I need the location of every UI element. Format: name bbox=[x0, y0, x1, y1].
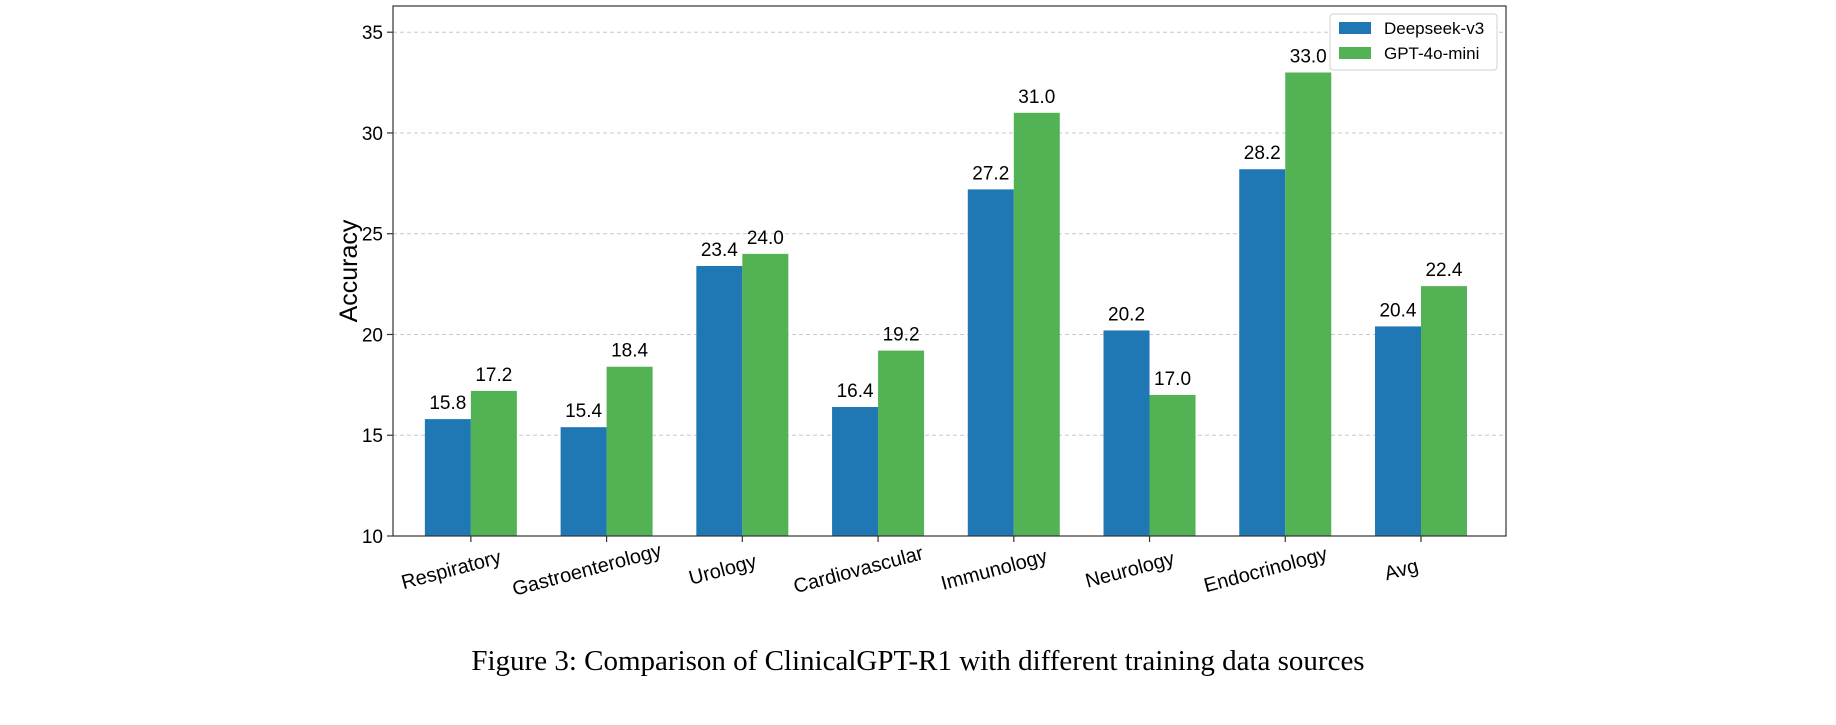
bar-gpt-4o-mini-neurology bbox=[1149, 394, 1196, 536]
x-tick-label-cardiovascular: Cardiovascular bbox=[791, 542, 926, 598]
plot-frame bbox=[392, 5, 1507, 537]
bar-gpt-4o-mini-endocrinology bbox=[1285, 72, 1332, 537]
value-label-gpt-4o-mini-endocrinology: 33.0 bbox=[1290, 47, 1327, 68]
legend: Deepseek-v3 GPT-4o-mini bbox=[1329, 13, 1498, 71]
value-label-gpt-4o-mini-gastroenterology: 18.4 bbox=[611, 341, 648, 362]
value-label-deepseek-v3-urology: 23.4 bbox=[701, 240, 738, 261]
x-tick-label-neurology: Neurology bbox=[1083, 548, 1177, 593]
bar-gpt-4o-mini-respiratory bbox=[470, 390, 517, 536]
bar-gpt-4o-mini-cardiovascular bbox=[878, 350, 925, 536]
y-tick-label-25: 25 bbox=[362, 225, 383, 246]
bar-gpt-4o-mini-immunology bbox=[1013, 112, 1060, 536]
value-label-deepseek-v3-respiratory: 15.8 bbox=[429, 393, 466, 414]
x-axis-ticks: Respiratory Gastroenterology Urology Cardio… bbox=[399, 536, 1422, 601]
legend-swatch-deepseek bbox=[1339, 22, 1371, 34]
bar-gpt-4o-mini-gastroenterology bbox=[606, 366, 653, 536]
bars bbox=[424, 72, 1467, 537]
x-tick-label-respiratory: Respiratory bbox=[399, 546, 503, 594]
y-tick-label-20: 20 bbox=[362, 325, 383, 346]
x-tick-label-immunology: Immunology bbox=[939, 545, 1050, 594]
bar-deepseek-v3-cardiovascular bbox=[832, 407, 879, 536]
legend-label-gpt4omini: GPT-4o-mini bbox=[1384, 44, 1479, 63]
bar-gpt-4o-mini-avg bbox=[1420, 286, 1467, 536]
x-tick-label-gastroenterology: Gastroenterology bbox=[510, 540, 664, 601]
y-tick-label-30: 30 bbox=[362, 124, 383, 145]
bar-deepseek-v3-gastroenterology bbox=[560, 427, 607, 536]
value-label-deepseek-v3-endocrinology: 28.2 bbox=[1244, 143, 1281, 164]
y-tick-label-35: 35 bbox=[362, 23, 383, 44]
x-tick-label-endocrinology: Endocrinology bbox=[1202, 543, 1330, 597]
x-tick-label-avg: Avg bbox=[1382, 555, 1421, 585]
y-axis-ticks: 10 15 20 25 30 35 bbox=[362, 23, 393, 548]
value-label-deepseek-v3-cardiovascular: 16.4 bbox=[837, 381, 874, 402]
legend-box bbox=[1329, 13, 1498, 71]
value-label-gpt-4o-mini-immunology: 31.0 bbox=[1018, 87, 1055, 108]
y-tick-label-15: 15 bbox=[362, 426, 383, 447]
bar-deepseek-v3-immunology bbox=[967, 189, 1014, 536]
value-labels: 15.8 17.2 15.4 18.4 23.4 24.0 16.4 19.2 27.2 31.0… bbox=[429, 47, 1463, 423]
y-axis-label: Accuracy bbox=[335, 219, 363, 322]
value-label-deepseek-v3-gastroenterology: 15.4 bbox=[565, 401, 602, 422]
value-label-gpt-4o-mini-respiratory: 17.2 bbox=[475, 365, 512, 386]
bar-deepseek-v3-neurology bbox=[1103, 330, 1150, 536]
value-label-deepseek-v3-immunology: 27.2 bbox=[972, 163, 1009, 184]
value-label-gpt-4o-mini-avg: 22.4 bbox=[1425, 260, 1462, 281]
bar-deepseek-v3-urology bbox=[696, 265, 743, 536]
value-label-deepseek-v3-avg: 20.4 bbox=[1379, 300, 1416, 321]
x-tick-label-urology: Urology bbox=[687, 551, 759, 590]
bar-deepseek-v3-respiratory bbox=[424, 419, 471, 536]
figure-caption: Figure 3: Comparison of ClinicalGPT-R1 w… bbox=[471, 645, 1365, 677]
bar-gpt-4o-mini-urology bbox=[742, 253, 789, 536]
value-label-gpt-4o-mini-urology: 24.0 bbox=[747, 228, 784, 249]
value-label-deepseek-v3-neurology: 20.2 bbox=[1108, 304, 1145, 325]
gridlines bbox=[393, 31, 1506, 537]
value-label-gpt-4o-mini-cardiovascular: 19.2 bbox=[883, 325, 920, 346]
bar-deepseek-v3-endocrinology bbox=[1239, 169, 1286, 536]
legend-label-deepseek: Deepseek-v3 bbox=[1384, 19, 1484, 38]
bar-deepseek-v3-avg bbox=[1374, 326, 1421, 536]
y-tick-label-10: 10 bbox=[362, 527, 383, 548]
legend-swatch-gpt4omini bbox=[1339, 47, 1371, 59]
value-label-gpt-4o-mini-neurology: 17.0 bbox=[1154, 369, 1191, 390]
